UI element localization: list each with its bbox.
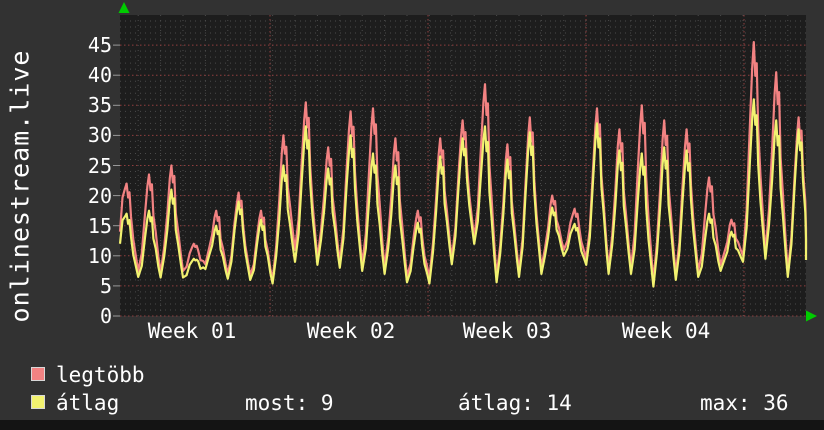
x-axis-label: Week 04 bbox=[621, 319, 711, 343]
legend-label-atlag: átlag bbox=[56, 391, 120, 415]
y-tick-label: 35 bbox=[87, 93, 112, 118]
y-tick-label: 0 bbox=[99, 304, 112, 328]
legend-swatch-legtobb bbox=[31, 367, 45, 381]
y-tick-label: 10 bbox=[87, 243, 112, 268]
y-tick-label: 30 bbox=[87, 123, 112, 148]
y-axis-title: onlinestream.live bbox=[5, 49, 35, 323]
y-tick-label: 15 bbox=[87, 213, 112, 238]
stat-average: átlag: 14 bbox=[458, 391, 572, 415]
stat-max: max: 36 bbox=[700, 391, 789, 415]
series-line-atlag bbox=[118, 98, 808, 288]
stat-most: most: 9 bbox=[245, 391, 334, 415]
legend-label-legtobb: legtöbb bbox=[56, 363, 145, 387]
bottom-border bbox=[0, 420, 824, 430]
x-axis-label: Week 03 bbox=[462, 319, 552, 343]
x-axis-label: Week 02 bbox=[306, 319, 396, 343]
x-axis-arrow-icon bbox=[806, 310, 817, 322]
legend-swatch-atlag bbox=[31, 395, 45, 409]
y-tick-label: 20 bbox=[87, 183, 112, 208]
y-axis-arrow-icon bbox=[118, 2, 130, 13]
x-axis-label: Week 01 bbox=[147, 319, 237, 343]
y-tick-label: 45 bbox=[87, 33, 112, 58]
y-tick-label: 5 bbox=[99, 273, 112, 298]
y-tick-label: 25 bbox=[87, 153, 112, 178]
y-tick-label: 40 bbox=[87, 63, 112, 88]
